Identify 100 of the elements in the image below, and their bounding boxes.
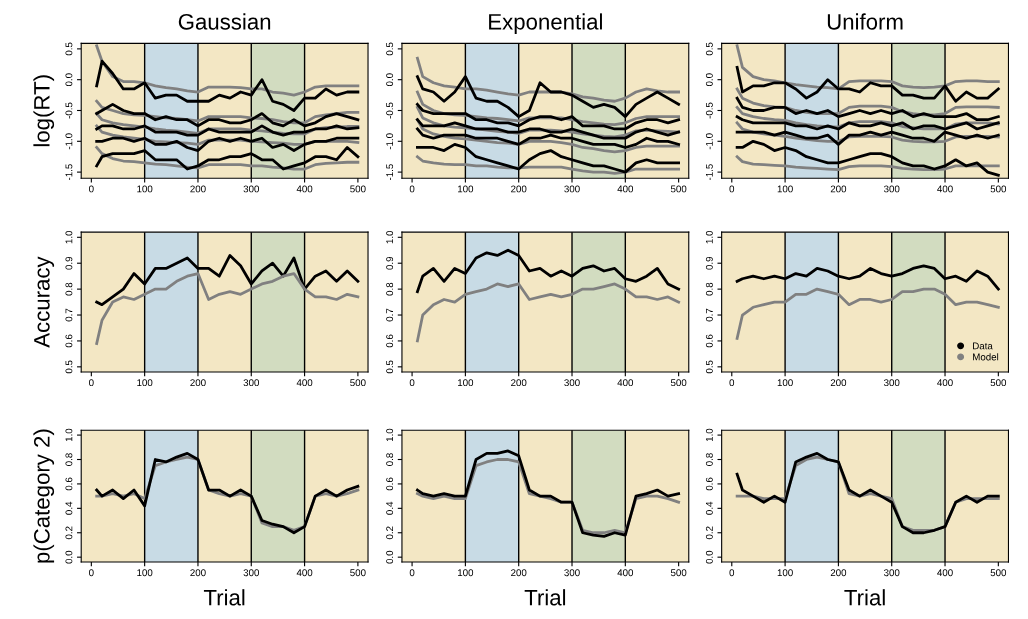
x-tick-label: 300 — [883, 379, 900, 387]
x-tick-label: 0 — [729, 379, 735, 387]
x-tick-label: 200 — [511, 185, 527, 193]
y-tick-label: 0.9 — [386, 256, 394, 270]
y-tick-label: 0.6 — [705, 477, 713, 491]
x-tick-label: 0 — [729, 185, 735, 193]
y-tick-label: 0.5 — [386, 42, 394, 56]
x-tick-label: 200 — [511, 569, 527, 577]
x-tick-label: 0 — [409, 569, 415, 577]
y-tick-label: 0.9 — [705, 256, 713, 270]
x-tick-label: 0 — [89, 569, 94, 577]
y-tick-label: 1.0 — [705, 230, 713, 244]
y-tick-label: 0.8 — [65, 453, 73, 466]
x-tick-label: 400 — [296, 569, 313, 577]
y-tick-label: 0.5 — [386, 360, 394, 374]
y-tick-label: -1.0 — [705, 133, 713, 150]
y-axis-title: Accuracy — [34, 256, 55, 348]
x-tick-label: 100 — [137, 379, 153, 387]
x-tick-label: 500 — [670, 379, 687, 387]
x-tick-label: 100 — [458, 569, 474, 577]
x-tick-label: 400 — [617, 185, 634, 193]
y-tick-label: -0.5 — [705, 102, 713, 119]
y-tick-label: 0.4 — [705, 501, 713, 515]
legend-label: Data — [973, 342, 993, 350]
y-tick-label: 0.7 — [65, 308, 73, 322]
x-tick-label: 400 — [937, 379, 953, 387]
y-tick-label: 0.0 — [705, 550, 713, 564]
x-tick-label: 100 — [777, 185, 793, 193]
y-tick-label: 0.4 — [386, 501, 394, 515]
x-axis-title: Trial — [844, 589, 885, 606]
y-tick-label: 0.8 — [386, 282, 394, 296]
y-tick-label: 0.7 — [386, 308, 394, 322]
y-tick-label: 0.6 — [386, 477, 394, 491]
y-tick-label: 0.9 — [65, 256, 73, 270]
y-tick-label: 0.2 — [386, 526, 394, 540]
y-tick-label: 0.8 — [386, 453, 394, 466]
y-tick-label: 0.0 — [65, 550, 73, 564]
x-tick-label: 500 — [990, 569, 1007, 577]
y-tick-label: 0.2 — [65, 526, 73, 540]
x-tick-label: 400 — [937, 185, 953, 193]
x-tick-label: 0 — [89, 185, 94, 193]
y-tick-label: 1.0 — [705, 428, 713, 442]
y-tick-label: 0.4 — [65, 501, 73, 515]
x-tick-label: 500 — [670, 185, 687, 193]
x-tick-label: 300 — [564, 569, 580, 577]
x-tick-label: 300 — [243, 185, 259, 193]
y-tick-label: 0.5 — [705, 360, 713, 374]
y-tick-label: 1.0 — [386, 428, 394, 442]
x-tick-label: 100 — [137, 569, 153, 577]
x-tick-label: 200 — [190, 379, 206, 387]
x-tick-label: 400 — [296, 379, 313, 387]
x-tick-label: 200 — [830, 379, 847, 387]
y-tick-label: -1.5 — [65, 164, 73, 181]
x-tick-label: 100 — [137, 185, 153, 193]
y-tick-label: 0.8 — [705, 282, 713, 296]
x-tick-label: 200 — [830, 569, 847, 577]
x-tick-label: 100 — [458, 379, 474, 387]
y-tick-label: -1.5 — [706, 164, 713, 181]
y-tick-label: 0.6 — [65, 334, 73, 348]
x-tick-label: 400 — [937, 569, 953, 577]
y-tick-label: -1.0 — [65, 133, 73, 150]
x-axis-title: Trial — [203, 589, 245, 606]
x-tick-label: 300 — [564, 185, 580, 193]
x-tick-label: 500 — [670, 569, 687, 577]
x-tick-label: 300 — [883, 569, 900, 577]
x-tick-label: 200 — [190, 569, 206, 577]
legend-label: Model — [973, 353, 999, 361]
y-tick-label: 0.2 — [705, 526, 713, 540]
y-tick-label: 1.0 — [386, 230, 394, 244]
y-tick-label: 0.6 — [65, 477, 73, 491]
y-axis-title: log(RT) — [33, 75, 55, 147]
x-tick-label: 300 — [243, 379, 259, 387]
y-tick-label: 0.0 — [386, 73, 394, 87]
y-tick-label: 0.6 — [386, 334, 394, 348]
y-tick-label: 0.6 — [705, 334, 713, 348]
x-tick-label: 0 — [729, 569, 735, 577]
y-tick-label: 0.7 — [705, 308, 713, 322]
y-tick-label: 0.8 — [705, 453, 713, 466]
x-tick-label: 300 — [243, 569, 259, 577]
y-tick-label: 0.5 — [65, 360, 73, 374]
x-tick-label: 100 — [777, 379, 793, 387]
x-axis-title: Trial — [524, 589, 566, 606]
y-tick-label: 0.5 — [705, 42, 713, 56]
y-tick-label: 0.8 — [65, 282, 73, 296]
x-tick-label: 500 — [990, 185, 1007, 193]
x-tick-label: 200 — [190, 185, 206, 193]
x-tick-label: 200 — [830, 185, 847, 193]
x-tick-label: 300 — [883, 185, 900, 193]
y-tick-label: -1.0 — [386, 133, 394, 150]
chart-title: Uniform — [827, 13, 903, 30]
x-tick-label: 100 — [458, 185, 474, 193]
y-tick-label: 1.0 — [65, 230, 73, 244]
x-tick-label: 300 — [564, 379, 580, 387]
x-tick-label: 0 — [89, 379, 94, 387]
y-tick-label: -0.5 — [386, 102, 394, 119]
chart-title: Gaussian — [178, 13, 271, 30]
x-tick-label: 0 — [409, 379, 415, 387]
y-tick-label: -0.5 — [65, 102, 73, 119]
x-tick-label: 500 — [990, 379, 1007, 387]
y-axis-title: p(Category 2) — [33, 429, 55, 563]
